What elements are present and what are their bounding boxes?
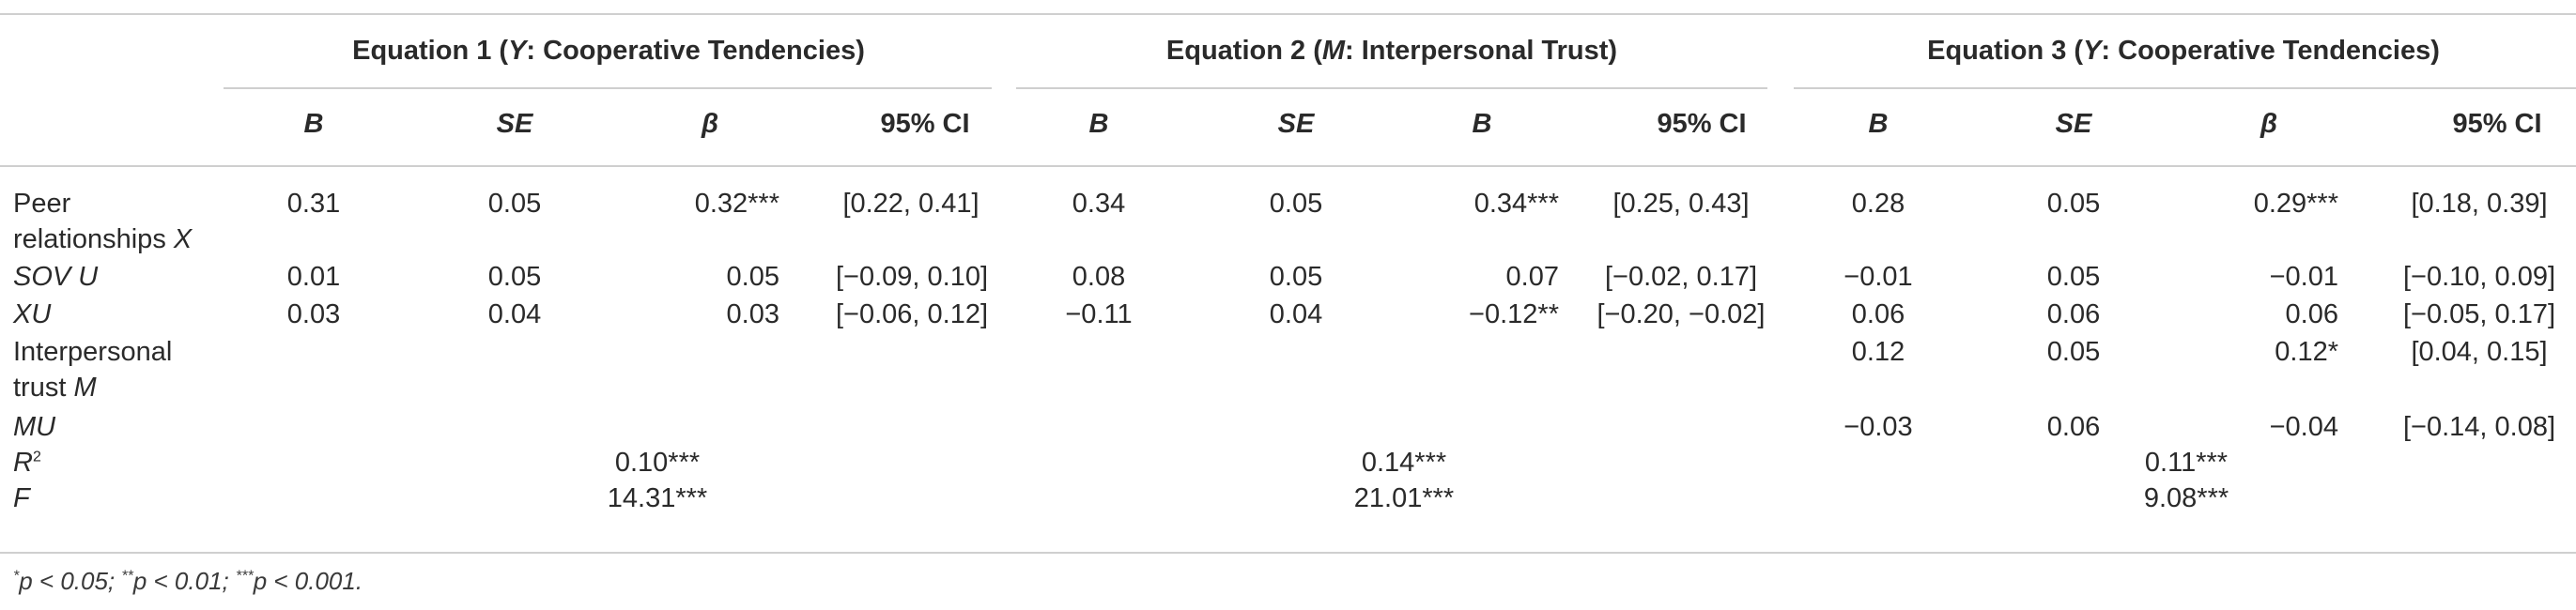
row-label-xu: XU xyxy=(13,299,52,329)
table-cell: [0.04, 0.15] xyxy=(2411,337,2548,367)
f-eq1: 14.31*** xyxy=(607,483,708,513)
table-cell: [−0.05, 0.17] xyxy=(2402,299,2556,329)
table-cell: 0.03 xyxy=(286,299,341,329)
table-cell: 0.05 xyxy=(1269,262,1323,292)
table-cell: 0.12 xyxy=(1851,337,1905,367)
table-cell: 0.06 xyxy=(2046,299,2101,329)
row-label-peer-relationships: Peer relationships X xyxy=(13,189,193,254)
table-cell: 0.04 xyxy=(1269,299,1323,329)
row-label-r2: R2 xyxy=(13,448,41,478)
r2-eq1: 0.10*** xyxy=(614,448,701,478)
table-cell: 0.05 xyxy=(487,262,542,292)
col-header-eq3-se: SE xyxy=(2055,109,2092,139)
table-cell: [−0.14, 0.08] xyxy=(2402,412,2556,442)
equation-1-underline xyxy=(224,87,992,89)
row-label-f: F xyxy=(13,483,30,513)
table-cell: [0.22, 0.41] xyxy=(842,189,979,219)
row-label-sov-u: SOV U xyxy=(13,262,99,292)
table-cell: 0.05 xyxy=(2046,337,2101,367)
table-cell: 0.06 xyxy=(2046,412,2101,442)
table-cell: −0.11 xyxy=(1065,299,1133,329)
row-label-mu: MU xyxy=(13,412,56,442)
col-header-eq2-ci: 95% CI xyxy=(1657,109,1747,139)
table-cell: 0.04 xyxy=(487,299,542,329)
table-cell: 0.29*** xyxy=(2253,189,2338,219)
equation-3-underline xyxy=(1794,87,2576,89)
f-eq3: 9.08*** xyxy=(2143,483,2229,513)
col-header-eq3-ci: 95% CI xyxy=(2452,109,2542,139)
table-cell: 0.05 xyxy=(1269,189,1323,219)
col-header-eq1-ci: 95% CI xyxy=(880,109,970,139)
table-cell: [−0.02, 0.17] xyxy=(1604,262,1758,292)
col-header-eq1-b: B xyxy=(303,109,324,139)
table-cell: 0.34 xyxy=(1072,189,1126,219)
table-cell: [0.18, 0.39] xyxy=(2411,189,2548,219)
table-cell: [−0.06, 0.12] xyxy=(836,299,989,329)
table-cell: 0.05 xyxy=(2046,262,2101,292)
table-cell: 0.01 xyxy=(286,262,341,292)
table-cell: 0.06 xyxy=(2285,299,2338,329)
table-cell: 0.06 xyxy=(1851,299,1905,329)
table-cell: 0.05 xyxy=(726,262,779,292)
table-cell: −0.04 xyxy=(2269,412,2338,442)
table-cell: −0.12** xyxy=(1469,299,1559,329)
table-cell: [−0.10, 0.09] xyxy=(2402,262,2556,292)
row-label-interpersonal-trust: Interpersonal trust M xyxy=(13,337,173,403)
f-eq2: 21.01*** xyxy=(1353,483,1455,513)
table-cell: 0.05 xyxy=(487,189,542,219)
table-cell: 0.03 xyxy=(726,299,779,329)
col-header-eq2-b2: B xyxy=(1472,109,1492,139)
table-cell: 0.08 xyxy=(1072,262,1126,292)
top-rule xyxy=(0,13,2576,15)
equation-1-header: Equation 1 (Y: Cooperative Tendencies) xyxy=(352,36,865,66)
col-header-eq2-se: SE xyxy=(1277,109,1315,139)
table-cell: 0.07 xyxy=(1505,262,1559,292)
table-cell: [−0.09, 0.10] xyxy=(836,262,989,292)
r2-eq2: 0.14*** xyxy=(1361,448,1447,478)
r2-eq3: 0.11*** xyxy=(2144,448,2229,478)
col-header-eq1-se: SE xyxy=(496,109,533,139)
table-cell: 0.12* xyxy=(2275,337,2338,367)
table-cell: −0.03 xyxy=(1843,412,1913,442)
table-cell: 0.28 xyxy=(1851,189,1905,219)
col-header-eq1-beta: β xyxy=(702,109,718,139)
equation-3-header: Equation 3 (Y: Cooperative Tendencies) xyxy=(1927,36,2440,66)
table-cell: −0.01 xyxy=(1843,262,1913,292)
table-cell: [0.25, 0.43] xyxy=(1612,189,1750,219)
table-cell: [−0.20, −0.02] xyxy=(1597,299,1766,329)
equation-2-header: Equation 2 (M: Interpersonal Trust) xyxy=(1165,36,1618,66)
equation-2-underline xyxy=(1016,87,1767,89)
bottom-rule xyxy=(0,552,2576,554)
table-cell: 0.31 xyxy=(286,189,341,219)
table-cell: 0.32*** xyxy=(694,189,779,219)
footnote: *p < 0.05; **p < 0.01; ***p < 0.001. xyxy=(13,567,363,595)
table-cell: −0.01 xyxy=(2269,262,2338,292)
table-cell: 0.34*** xyxy=(1473,189,1559,219)
col-header-eq3-b: B xyxy=(1868,109,1889,139)
header-rule xyxy=(0,165,2576,167)
col-header-eq3-beta: β xyxy=(2260,109,2277,139)
col-header-eq2-b: B xyxy=(1088,109,1109,139)
table-cell: 0.05 xyxy=(2046,189,2101,219)
